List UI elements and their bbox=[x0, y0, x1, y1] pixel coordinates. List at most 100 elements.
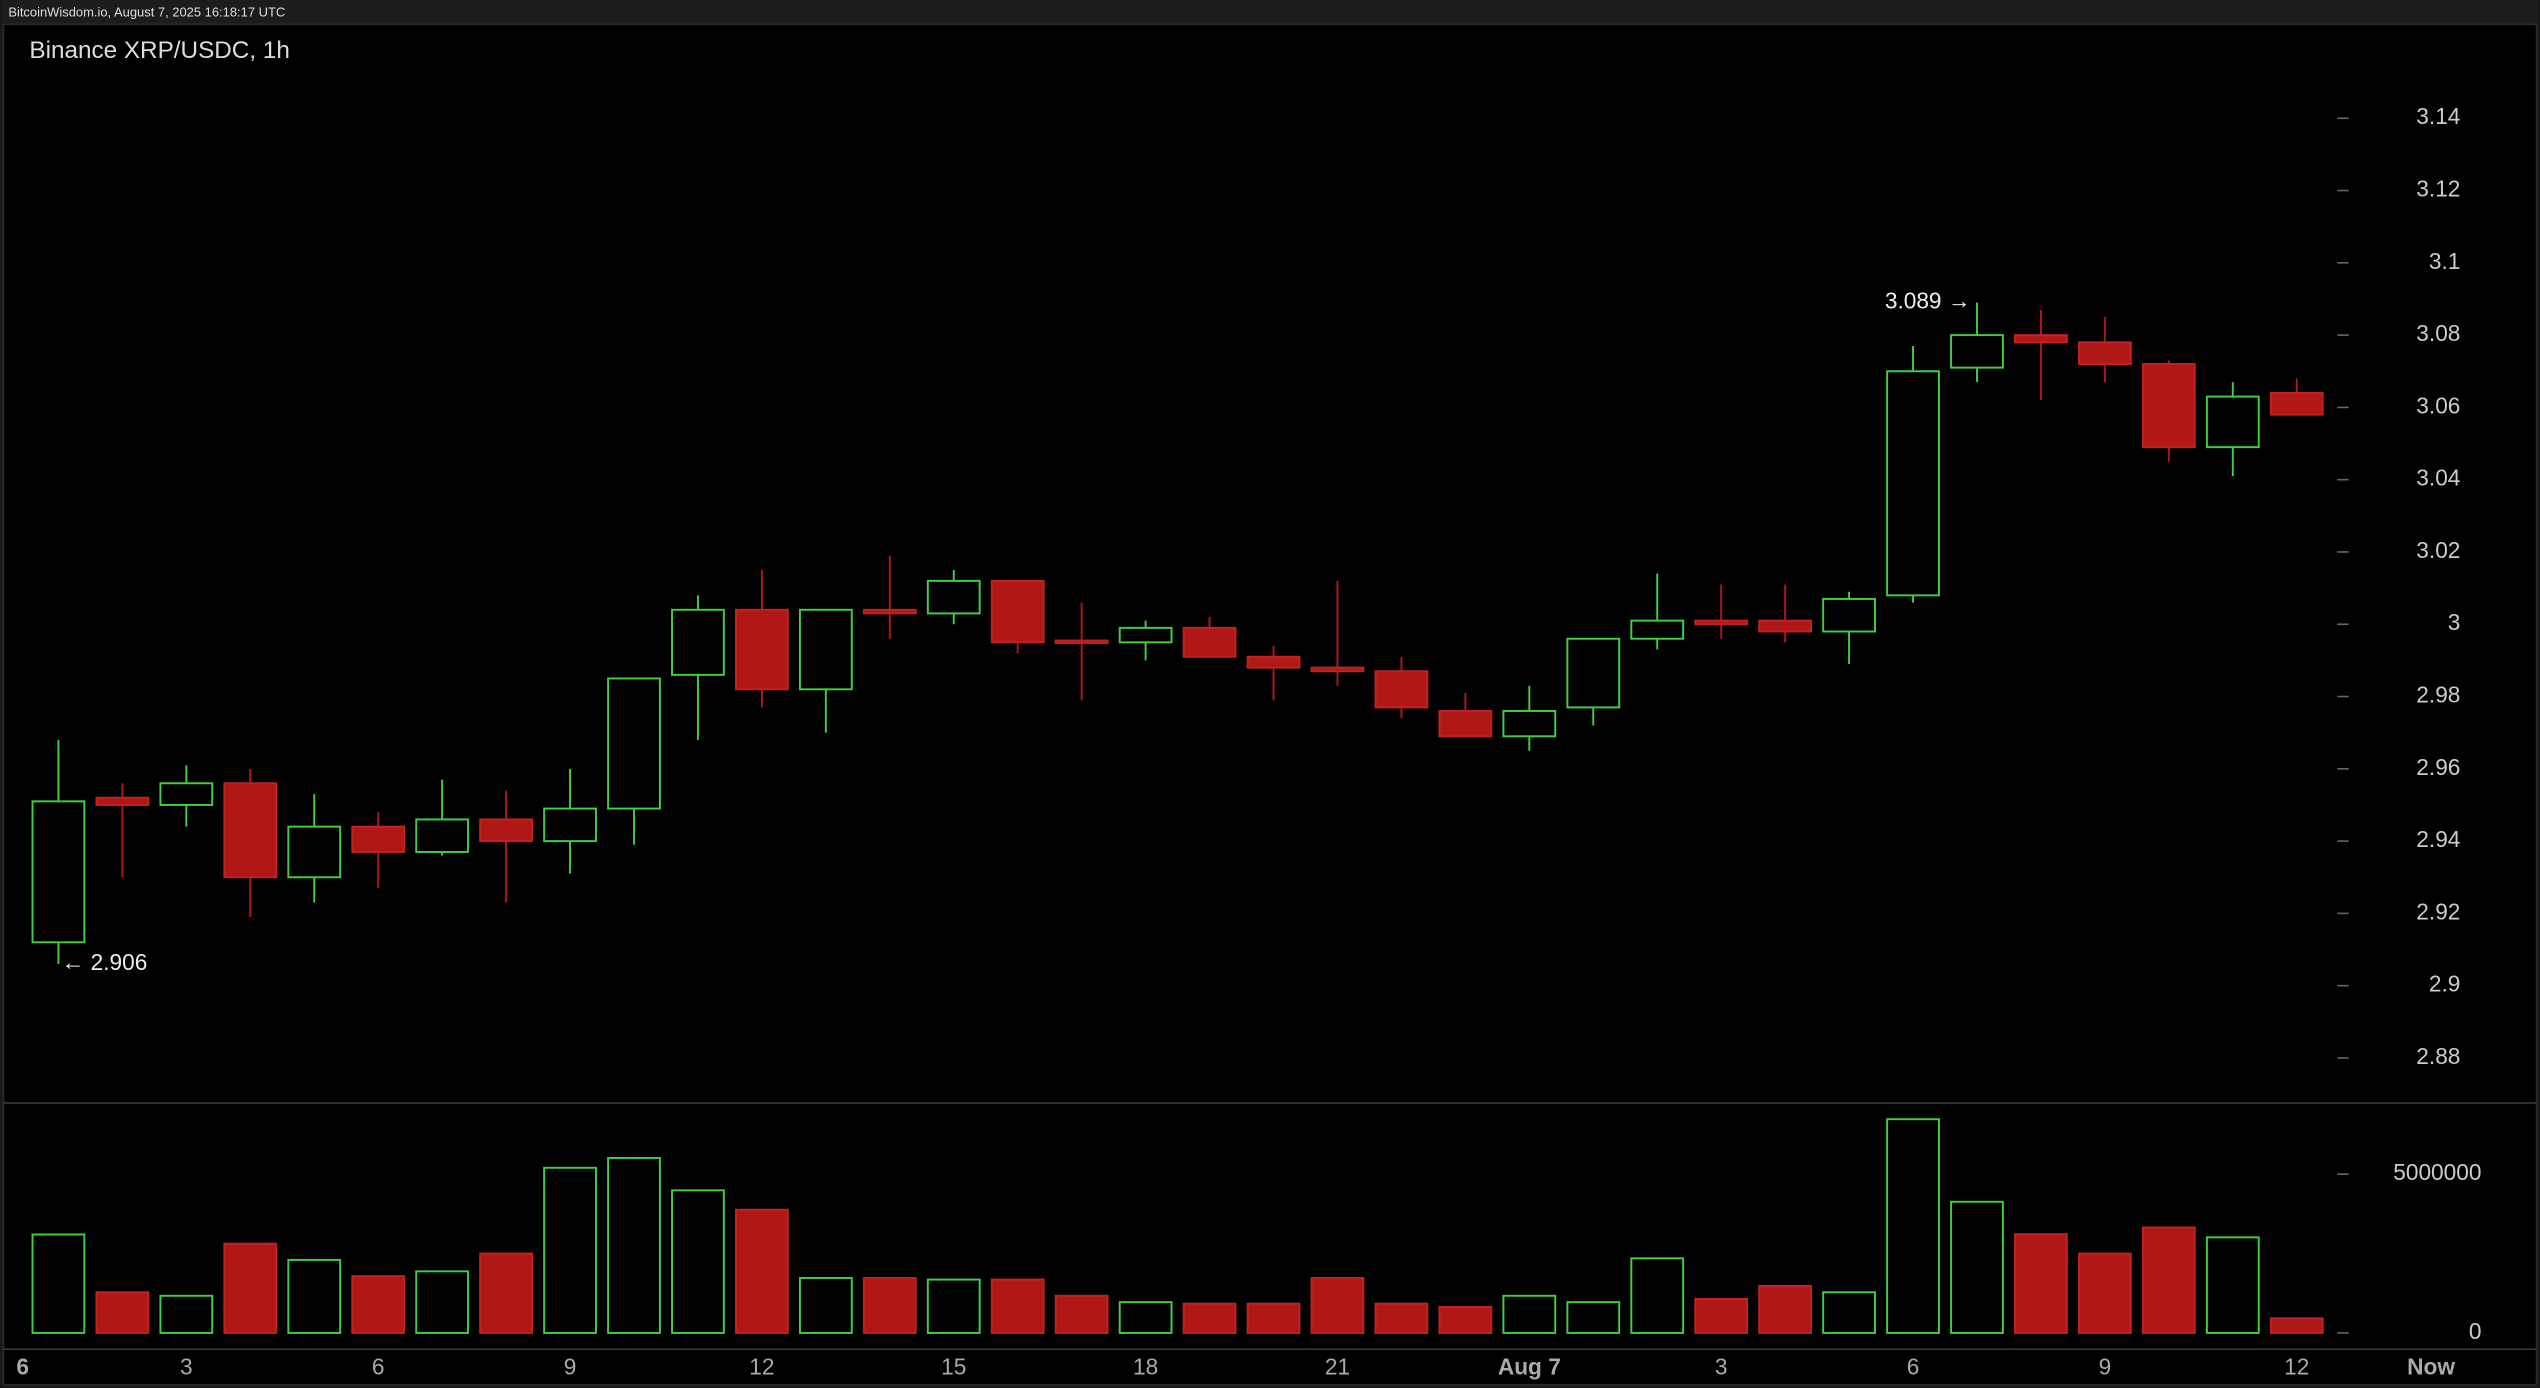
volume-bar bbox=[735, 1208, 789, 1334]
candle-body bbox=[926, 579, 981, 615]
candle-body bbox=[798, 608, 853, 691]
volume-bar bbox=[31, 1233, 86, 1334]
volume-bar bbox=[1182, 1302, 1237, 1334]
candle-body bbox=[1374, 670, 1429, 709]
volume-bar bbox=[415, 1270, 470, 1334]
chart-frame bbox=[2, 23, 2538, 1386]
volume-bar bbox=[1438, 1305, 1493, 1334]
x-tick-label: Aug 7 bbox=[1498, 1354, 1561, 1380]
volume-bar bbox=[1118, 1301, 1173, 1334]
candle-body bbox=[1054, 639, 1109, 644]
candle-body bbox=[351, 825, 406, 853]
volume-bar bbox=[2141, 1226, 2196, 1334]
candle-body bbox=[95, 796, 150, 806]
volume-bar bbox=[479, 1252, 533, 1334]
candle-body bbox=[287, 825, 342, 879]
candle-body bbox=[2205, 395, 2260, 449]
volume-bar bbox=[1374, 1302, 1429, 1334]
candle-body bbox=[1118, 626, 1173, 644]
candle-body bbox=[1182, 626, 1237, 658]
chart-title: Binance XRP/USDC, 1h bbox=[29, 37, 289, 64]
x-tick-label: 12 bbox=[2284, 1354, 2309, 1380]
candle-body bbox=[31, 800, 86, 944]
volume-bar bbox=[1310, 1277, 1365, 1334]
volume-bar bbox=[862, 1277, 917, 1334]
y-tick-label: 3.04 bbox=[2416, 465, 2460, 491]
x-tick-label: 12 bbox=[749, 1354, 774, 1380]
candle-body bbox=[2014, 334, 2068, 344]
candle-body bbox=[1758, 619, 1813, 633]
volume-bar bbox=[607, 1156, 661, 1334]
candle-body bbox=[159, 782, 214, 806]
candle-body bbox=[2141, 363, 2196, 449]
y-tick-label: 3.06 bbox=[2416, 392, 2460, 418]
annotation: ← 2.906 bbox=[62, 949, 148, 975]
annotation: 3.089 → bbox=[1885, 288, 1971, 314]
volume-bar bbox=[990, 1278, 1045, 1334]
y-tick-label: 3.12 bbox=[2416, 176, 2460, 202]
candle-body bbox=[1822, 597, 1876, 633]
candle-body bbox=[1566, 637, 1621, 709]
y-tick-label: 3.1 bbox=[2429, 248, 2461, 274]
volume-bar bbox=[2014, 1233, 2068, 1334]
volume-bar bbox=[2078, 1252, 2132, 1334]
y-tick-label: 3.02 bbox=[2416, 537, 2460, 563]
y-tick-label: 3.14 bbox=[2416, 103, 2460, 129]
candle-body bbox=[671, 608, 725, 676]
x-tick-label: 6 bbox=[1907, 1354, 1920, 1380]
volume-bar bbox=[1246, 1302, 1301, 1334]
candle-body bbox=[2269, 391, 2324, 416]
x-tick-label: 3 bbox=[180, 1354, 193, 1380]
candle-body bbox=[1438, 710, 1493, 738]
volume-bar bbox=[926, 1278, 981, 1334]
volume-bar bbox=[1566, 1301, 1621, 1334]
y-tick-label: 2.96 bbox=[2416, 754, 2460, 780]
volume-bar bbox=[1822, 1291, 1876, 1334]
candle-body bbox=[223, 782, 278, 879]
x-tick-label: 6 bbox=[16, 1354, 29, 1380]
x-tick-label: 18 bbox=[1133, 1354, 1158, 1380]
x-tick-label: 21 bbox=[1325, 1354, 1350, 1380]
volume-bar bbox=[95, 1291, 150, 1334]
volume-bar bbox=[543, 1166, 597, 1334]
candle-body bbox=[1310, 666, 1365, 673]
candle-body bbox=[862, 608, 917, 615]
volume-bar bbox=[159, 1294, 214, 1334]
volume-bar bbox=[671, 1189, 725, 1334]
x-tick-label: 6 bbox=[372, 1354, 385, 1380]
volume-bar bbox=[2205, 1236, 2260, 1334]
candle-body bbox=[1630, 619, 1685, 640]
volume-bar bbox=[223, 1242, 278, 1334]
volume-bar bbox=[1758, 1284, 1813, 1334]
candle-body bbox=[735, 608, 789, 691]
y-tick-label: 2.88 bbox=[2416, 1043, 2460, 1069]
volume-bar bbox=[1950, 1200, 2004, 1334]
candle-body bbox=[1886, 370, 1940, 597]
y-tick-label: 5000000 bbox=[2393, 1159, 2481, 1185]
y-tick-label: 3.08 bbox=[2416, 320, 2460, 346]
volume-bar bbox=[798, 1277, 853, 1334]
y-tick-label: 2.98 bbox=[2416, 682, 2460, 708]
volume-bar bbox=[1886, 1118, 1940, 1334]
candle-body bbox=[990, 579, 1045, 644]
candle-body bbox=[479, 818, 533, 843]
volume-bar bbox=[2269, 1317, 2324, 1334]
y-tick-label: 3 bbox=[2448, 609, 2461, 635]
volume-bar bbox=[1630, 1257, 1685, 1334]
candle-body bbox=[1950, 334, 2004, 369]
volume-bar bbox=[1502, 1294, 1557, 1334]
candle-body bbox=[1246, 655, 1301, 669]
x-tick-label: 3 bbox=[1715, 1354, 1728, 1380]
candle-body bbox=[607, 677, 661, 810]
candle-body bbox=[415, 818, 470, 853]
volume-bar bbox=[287, 1258, 342, 1334]
candle-body bbox=[1694, 619, 1749, 626]
y-tick-label: 2.94 bbox=[2416, 826, 2460, 852]
x-tick-label: 15 bbox=[941, 1354, 966, 1380]
x-tick-label: 9 bbox=[2099, 1354, 2112, 1380]
volume-bar bbox=[351, 1275, 406, 1334]
y-tick-label: 2.9 bbox=[2429, 971, 2461, 997]
x-tick-label: Now bbox=[2407, 1354, 2455, 1380]
y-tick-label: 2.92 bbox=[2416, 898, 2460, 924]
